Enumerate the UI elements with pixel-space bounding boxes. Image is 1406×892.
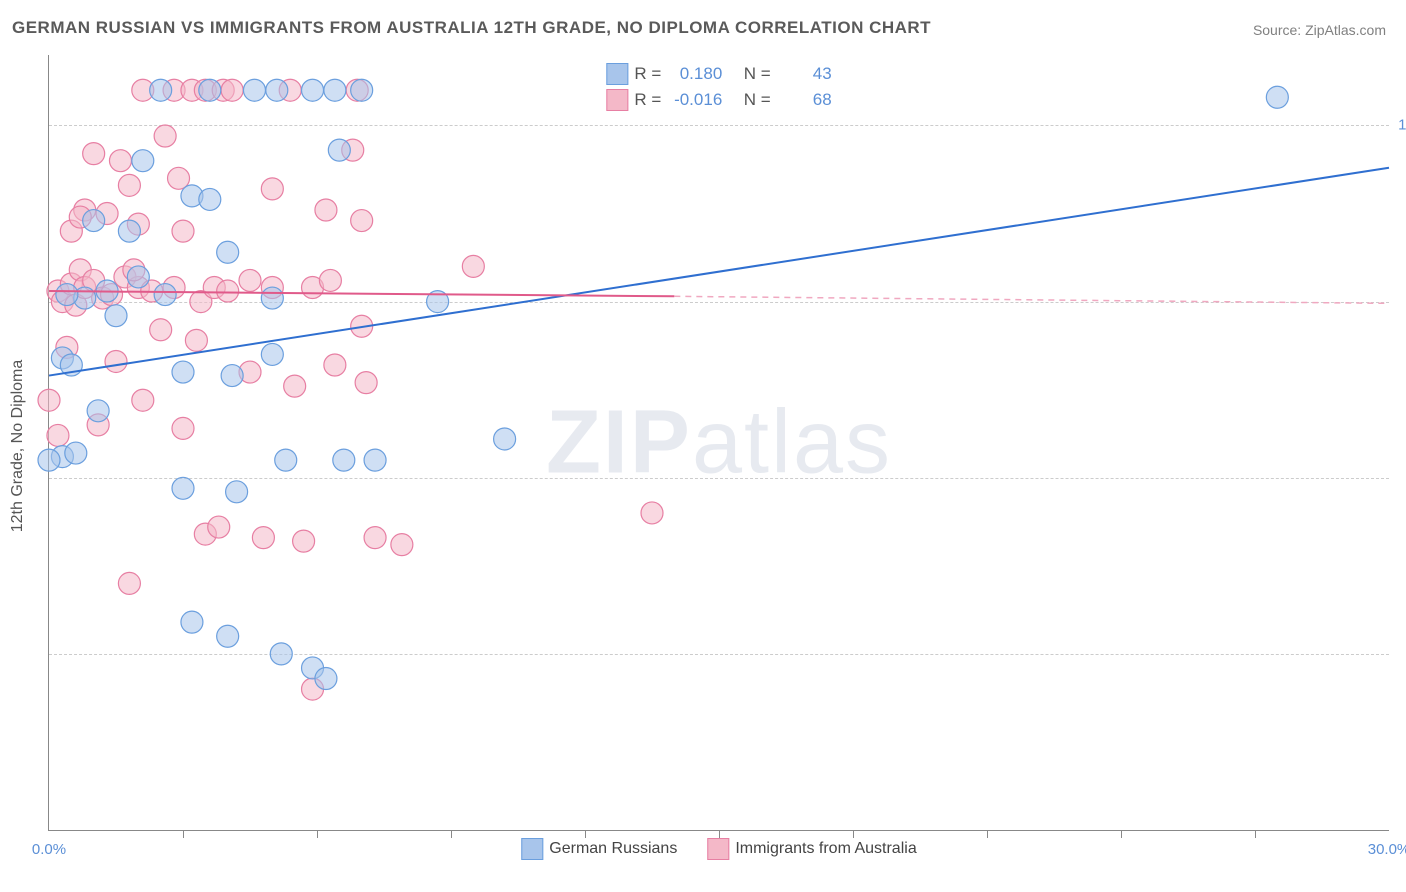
y-axis-title: 12th Grade, No Diploma: [9, 360, 27, 533]
legend-item-1: German Russians: [521, 838, 677, 860]
legend-label-2: Immigrants from Australia: [735, 840, 916, 857]
legend-item-2: Immigrants from Australia: [707, 838, 916, 860]
legend-swatch-pink: [707, 838, 729, 860]
n-label: N =: [744, 90, 771, 110]
plot-svg: [49, 55, 1389, 830]
r-label: R =: [634, 90, 661, 110]
x-tick: [987, 830, 988, 838]
chart-title: GERMAN RUSSIAN VS IMMIGRANTS FROM AUSTRA…: [12, 18, 931, 38]
legend-swatch-pink: [606, 89, 628, 111]
x-tick-label: 30.0%: [1368, 841, 1406, 858]
source-label: Source: ZipAtlas.com: [1253, 22, 1386, 38]
x-tick: [1121, 830, 1122, 838]
n-value-1: 43: [777, 64, 832, 84]
y-tick-label: 100.0%: [1398, 117, 1406, 134]
n-label: N =: [744, 64, 771, 84]
x-tick: [317, 830, 318, 838]
x-tick: [451, 830, 452, 838]
n-value-2: 68: [777, 90, 832, 110]
chart-area: ZIPatlas R = 0.180 N = 43 R = -0.016 N =…: [48, 55, 1389, 831]
legend-correlation: R = 0.180 N = 43 R = -0.016 N = 68: [599, 58, 838, 116]
r-value-2: -0.016: [667, 90, 722, 110]
legend-row-2: R = -0.016 N = 68: [606, 87, 831, 113]
r-label: R =: [634, 64, 661, 84]
legend-swatch-blue: [521, 838, 543, 860]
x-tick-label: 0.0%: [32, 841, 66, 858]
x-tick: [719, 830, 720, 838]
x-tick: [1255, 830, 1256, 838]
legend-label-1: German Russians: [549, 840, 677, 857]
r-value-1: 0.180: [667, 64, 722, 84]
x-tick: [183, 830, 184, 838]
legend-series: German Russians Immigrants from Australi…: [521, 838, 916, 860]
legend-swatch-blue: [606, 63, 628, 85]
legend-row-1: R = 0.180 N = 43: [606, 61, 831, 87]
x-tick: [853, 830, 854, 838]
x-tick: [585, 830, 586, 838]
